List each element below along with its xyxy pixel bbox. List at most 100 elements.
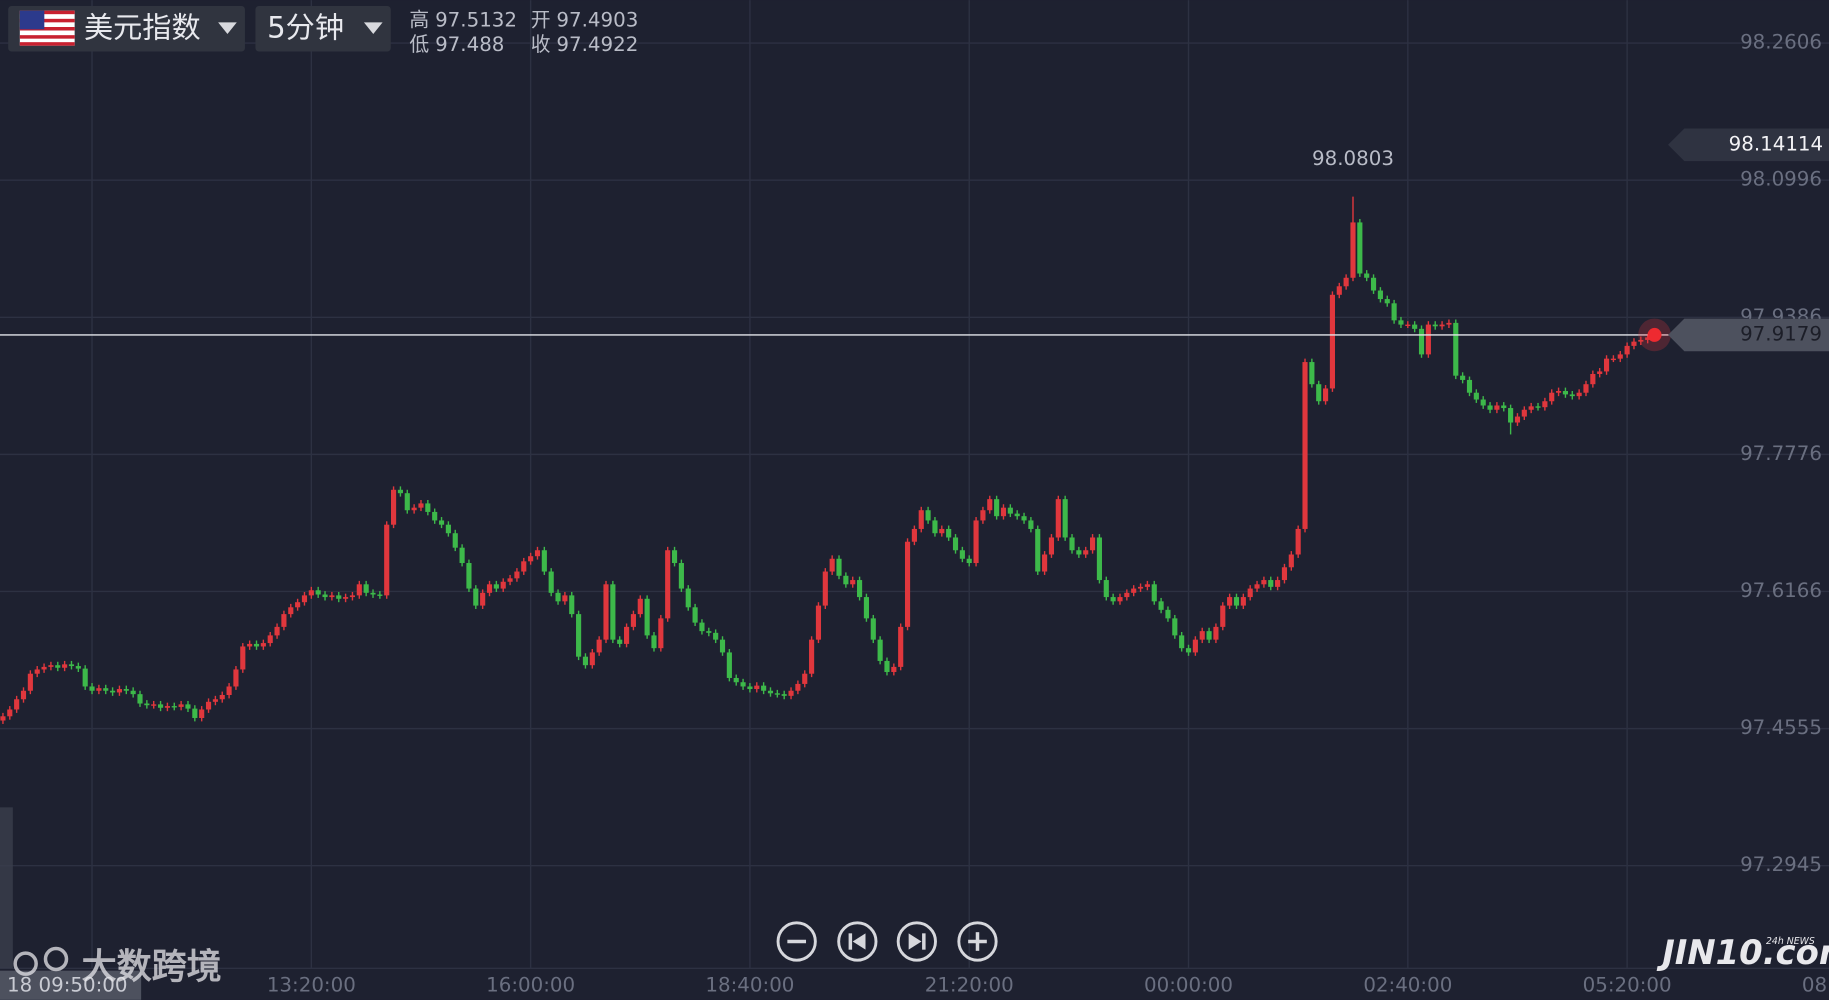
- candle-body: [123, 689, 129, 691]
- candle-body: [315, 590, 321, 595]
- candle-body: [630, 614, 636, 627]
- candle-body: [171, 706, 177, 708]
- candle-body: [1007, 507, 1013, 514]
- candle-body: [582, 656, 589, 666]
- candle-body: [459, 547, 465, 564]
- interval-selector[interactable]: 5分钟: [255, 6, 391, 52]
- instrument-selector[interactable]: 美元指数: [8, 6, 245, 52]
- first-button[interactable]: [837, 921, 878, 962]
- candle-body: [274, 626, 280, 636]
- x-tick-label: 16:00:00: [486, 973, 575, 996]
- candle-body: [247, 643, 253, 647]
- candle-body: [692, 607, 698, 623]
- watermark-badge: 24h NEWS: [1766, 936, 1815, 947]
- flag-stripe: [19, 10, 75, 15]
- candle-body: [1220, 605, 1226, 627]
- button-ring[interactable]: [896, 921, 937, 962]
- candle-body: [20, 690, 27, 700]
- candle-body: [343, 597, 349, 599]
- candle-body: [857, 580, 863, 598]
- candle-body: [1508, 408, 1514, 423]
- candle-body: [795, 683, 801, 691]
- x-tick-label: 18:40:00: [705, 973, 794, 996]
- candle-body: [1439, 324, 1445, 327]
- info-label: 高: [409, 9, 429, 32]
- candle-body: [1137, 586, 1144, 589]
- watermark-text: 大数跨境: [82, 947, 222, 987]
- candle-body: [144, 703, 150, 706]
- info-value: 97.5132: [435, 9, 517, 32]
- candle-body: [1473, 392, 1479, 400]
- candle-body: [747, 686, 753, 690]
- candle-body: [1309, 362, 1315, 385]
- candle-body: [1329, 294, 1335, 389]
- info-label: 开: [531, 9, 551, 32]
- candle-body: [1247, 588, 1253, 598]
- button-ring[interactable]: [837, 921, 878, 962]
- candle-body: [240, 646, 246, 670]
- candle-body: [1556, 391, 1562, 393]
- candle-body: [802, 673, 808, 684]
- candle-body: [733, 677, 739, 683]
- candle-body: [863, 597, 869, 619]
- candle-body: [1391, 303, 1397, 321]
- candle-body: [1206, 631, 1212, 640]
- candle-body: [637, 598, 643, 615]
- candle-body: [815, 605, 822, 640]
- candle-body: [1576, 392, 1582, 397]
- arrow-icon: [852, 933, 866, 950]
- candle-body: [164, 706, 170, 708]
- candle-body: [1494, 405, 1500, 410]
- candle-body: [253, 643, 260, 647]
- candle-body: [1165, 609, 1171, 619]
- candle-body: [1117, 597, 1123, 602]
- candle-body: [1158, 601, 1164, 610]
- candle-body: [1418, 328, 1425, 355]
- y-tick-label: 97.2945: [1740, 853, 1822, 876]
- candle-body: [521, 561, 527, 572]
- candle-body: [233, 669, 239, 687]
- candle-body: [1432, 324, 1438, 327]
- info-value: 97.4903: [556, 9, 638, 32]
- candle-body: [1343, 277, 1349, 287]
- candle-body: [774, 693, 780, 695]
- candle-body: [486, 584, 493, 593]
- candle-body: [850, 580, 856, 585]
- flag: [19, 10, 75, 46]
- button-ring[interactable]: [776, 921, 817, 962]
- watermark-text: JIN10.com: [1656, 933, 1829, 972]
- candle-body: [651, 635, 657, 649]
- candle-body: [1638, 339, 1644, 342]
- candle-body: [1425, 324, 1431, 355]
- selector-box[interactable]: [255, 6, 391, 52]
- candle-body: [329, 595, 335, 598]
- button-ring[interactable]: [957, 921, 998, 962]
- flag-stripe: [19, 18, 75, 23]
- candle-body: [898, 626, 904, 667]
- arrow-icon: [908, 933, 922, 950]
- candle-body: [1384, 299, 1390, 304]
- candle-body: [205, 701, 212, 710]
- cursor-label: 18 09:50:00: [7, 973, 128, 996]
- zoom-out-button[interactable]: [776, 921, 817, 962]
- candle-body: [157, 704, 164, 708]
- candle-body: [548, 571, 554, 593]
- candle-body: [541, 550, 547, 572]
- candle-body: [644, 598, 650, 636]
- candle-body: [1055, 499, 1061, 538]
- y-tick-label: 98.0996: [1740, 168, 1822, 191]
- candle-body: [719, 639, 726, 653]
- candle-body: [534, 550, 541, 557]
- candle-body: [432, 511, 438, 521]
- watermark-logo: [13, 951, 38, 976]
- candle-body: [1405, 324, 1411, 326]
- candle-body: [1281, 567, 1288, 581]
- flag-canton: [19, 10, 45, 30]
- candle-body: [48, 665, 54, 667]
- candle-body: [740, 682, 746, 687]
- last-button[interactable]: [896, 921, 937, 962]
- candle-body: [75, 666, 81, 669]
- zoom-in-button[interactable]: [957, 921, 998, 962]
- candle-body: [514, 571, 520, 579]
